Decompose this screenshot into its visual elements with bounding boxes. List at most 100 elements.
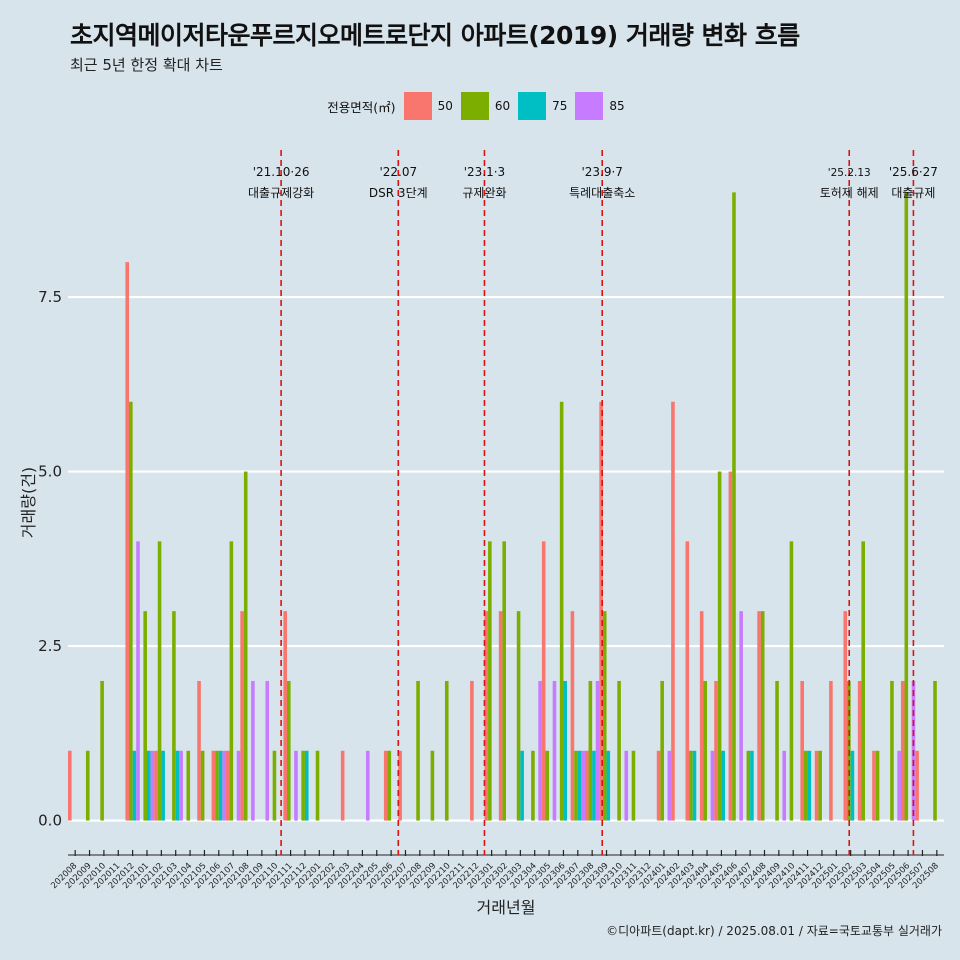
event-label: 대출규제강화 <box>248 186 314 200</box>
bar-60-202307 <box>574 750 578 821</box>
bar-50-202506 <box>900 680 905 821</box>
bar-85-202108 <box>251 680 255 821</box>
y-tick-label: 7.5 <box>38 288 62 306</box>
bar-85-202106 <box>222 750 226 821</box>
bar-60-202210 <box>444 680 449 821</box>
bar-50-202207 <box>398 750 402 821</box>
legend-item-85: 85 <box>575 92 625 120</box>
event-date: '25.6·27 <box>889 165 938 179</box>
bar-50-202302 <box>498 611 503 821</box>
bar-85-202505 <box>897 750 901 821</box>
bar-75-202101 <box>146 750 151 821</box>
bar-50-202107 <box>225 750 230 821</box>
event-label: 대출규제 <box>891 186 935 200</box>
bar-60-202108 <box>243 471 248 821</box>
bar-85-202107 <box>236 750 241 821</box>
bar-50-202008 <box>68 750 72 821</box>
legend-title: 전용면적(㎡) <box>327 99 396 115</box>
bar-50-202102 <box>154 750 158 821</box>
bar-50-202206 <box>383 750 388 821</box>
bar-85-202310 <box>624 750 629 821</box>
bar-60-202101 <box>143 611 147 821</box>
bar-75-202309 <box>606 750 611 821</box>
bar-60-202303 <box>516 611 521 821</box>
bar-60-202310 <box>617 680 621 821</box>
bar-60-202503 <box>861 541 866 821</box>
bar-60-202206 <box>387 750 392 821</box>
bar-60-202308 <box>588 680 593 821</box>
bar-50-202504 <box>872 750 876 821</box>
bar-60-202311 <box>631 750 636 821</box>
bar-85-202204 <box>365 750 370 821</box>
bar-50-202408 <box>757 611 761 821</box>
event-label: 규제완화 <box>462 186 506 200</box>
y-tick-label: 2.5 <box>38 637 62 655</box>
x-axis-title: 거래년월 <box>477 898 536 917</box>
event-label: DSR 3단계 <box>369 186 428 200</box>
bar-75-202411 <box>807 750 812 821</box>
bar-60-202405 <box>717 471 722 821</box>
bar-60-202304 <box>531 750 535 821</box>
bar-75-202405 <box>721 750 725 821</box>
bar-50-202105 <box>197 680 201 821</box>
chart-title: 초지역메이저타운푸르지오메트로단지 아파트(2019) 거래량 변화 흐름 <box>70 21 800 50</box>
bar-60-202409 <box>775 680 779 821</box>
bar-50-202406 <box>728 471 733 821</box>
bars-group <box>68 192 937 821</box>
bar-60-202301 <box>488 541 492 821</box>
bar-60-202104 <box>186 750 191 821</box>
legend-swatch <box>403 92 432 120</box>
bar-85-202109 <box>265 680 270 821</box>
bar-60-202508 <box>933 680 937 821</box>
bar-60-202209 <box>430 750 435 821</box>
bar-50-202305 <box>541 541 546 821</box>
legend-label: 85 <box>609 99 625 113</box>
bar-60-202107 <box>229 541 234 821</box>
event-date: '25.2.13 <box>828 167 871 179</box>
bar-50-202203 <box>340 750 345 821</box>
bar-50-202212 <box>470 680 474 821</box>
bar-60-202411 <box>803 750 808 821</box>
event-date: '23.1·3 <box>464 165 505 179</box>
bar-75-202102 <box>161 750 165 821</box>
bar-85-202404 <box>710 750 715 821</box>
bar-60-202201 <box>315 750 320 821</box>
bar-50-202402 <box>671 401 675 821</box>
bar-50-202401 <box>656 750 661 821</box>
event-date: '21.10·26 <box>253 165 310 179</box>
bar-50-202503 <box>857 680 862 821</box>
bar-60-202111 <box>287 680 291 821</box>
chart-subtitle: 최근 5년 한정 확대 차트 <box>70 56 223 74</box>
bar-60-202406 <box>732 192 736 821</box>
bar-50-202507 <box>915 750 919 821</box>
bar-60-202302 <box>502 541 506 821</box>
legend-swatch <box>460 92 489 120</box>
bar-50-202403 <box>685 541 690 821</box>
event-date: '22.07 <box>379 165 417 179</box>
bar-85-202101 <box>150 750 155 821</box>
bar-60-202102 <box>157 541 162 821</box>
legend-swatch <box>518 92 547 120</box>
bar-60-202105 <box>200 750 205 821</box>
legend-item-60: 60 <box>460 92 511 120</box>
bar-85-202401 <box>667 750 672 821</box>
bar-85-202406 <box>739 611 743 821</box>
bar-60-202504 <box>875 750 880 821</box>
bar-60-202009 <box>85 750 90 821</box>
bar-60-202112 <box>301 750 305 821</box>
bar-60-202404 <box>703 680 708 821</box>
bar-60-202305 <box>545 750 550 821</box>
bar-75-202103 <box>175 750 180 821</box>
bar-60-202306 <box>559 401 564 821</box>
bar-85-202304 <box>538 680 542 821</box>
bar-50-202411 <box>800 680 804 821</box>
legend-label: 50 <box>437 99 453 113</box>
event-label: 특례대출축소 <box>569 186 635 200</box>
bar-60-202010 <box>100 680 104 821</box>
bar-75-202106 <box>218 750 223 821</box>
bar-60-202407 <box>746 750 751 821</box>
legend-swatch <box>575 92 604 120</box>
legend-label: 60 <box>494 99 511 113</box>
